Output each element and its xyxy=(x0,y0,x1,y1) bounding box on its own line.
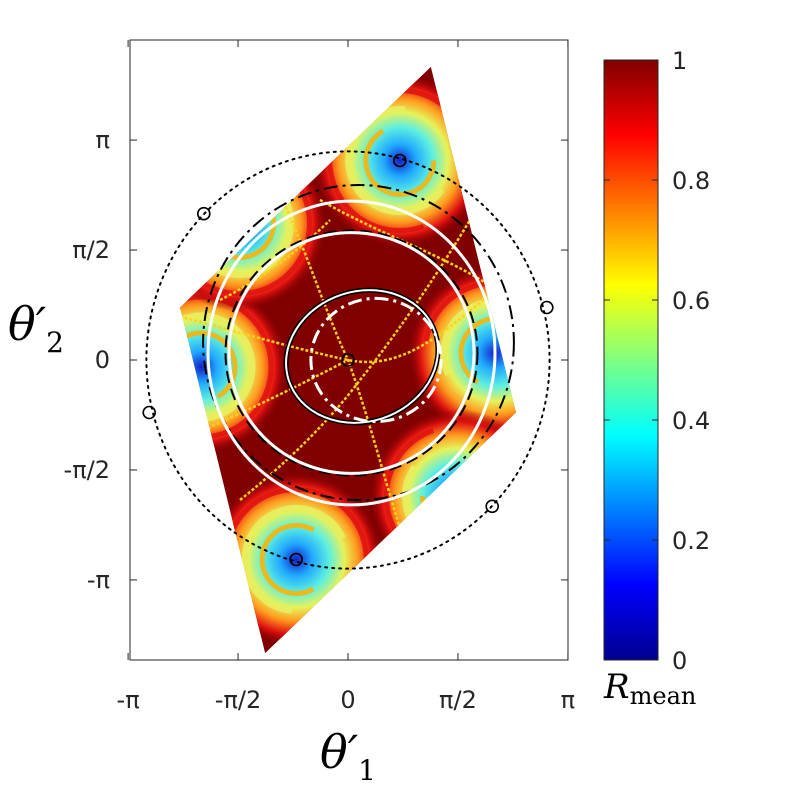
colorbar-gradient xyxy=(603,59,659,661)
contour-curve xyxy=(227,231,476,475)
fixed-point-marker xyxy=(341,353,355,367)
fixed-point-marker xyxy=(485,499,500,514)
y-tick-label: 0 xyxy=(95,346,110,374)
swirl-band xyxy=(241,505,346,614)
colorbar-ticks: 0 0.2 0.4 0.6 0.8 1 xyxy=(604,47,710,675)
fixed-point-markers xyxy=(142,153,554,567)
colorbar-label-sub: mean xyxy=(630,682,697,710)
x-tick-label: 0 xyxy=(340,686,355,714)
contour-curve-inner xyxy=(285,289,439,424)
y-axis-ticks: π π/2 0 -π/2 -π xyxy=(64,126,568,594)
separatrix-line xyxy=(219,219,331,302)
fixed-point-marker xyxy=(289,552,304,567)
swirl-band xyxy=(259,522,315,596)
colorbar-tick-label: 1 xyxy=(672,47,687,75)
separatrix-line xyxy=(180,273,516,364)
contour-curve xyxy=(145,150,551,570)
swirl-band xyxy=(180,312,256,422)
contour-curve xyxy=(202,184,515,501)
fixed-point-marker xyxy=(392,153,407,168)
y-tick-label: π/2 xyxy=(72,236,110,264)
colorbar-tick-label: 0.6 xyxy=(672,287,710,315)
x-tick-label: -π xyxy=(117,686,140,714)
fixed-point-marker xyxy=(142,405,156,420)
y-tick-label: -π/2 xyxy=(64,456,110,484)
colorbar-tick-label: 0.2 xyxy=(672,527,710,555)
colorbar-tick-label: 0.4 xyxy=(672,407,710,435)
y-axis-label: θ′2 xyxy=(8,297,64,359)
x-tick-label: -π/2 xyxy=(215,686,261,714)
fixed-point-marker xyxy=(197,206,211,221)
colorbar-tick-label: 0.8 xyxy=(672,167,710,195)
swirl-band xyxy=(423,280,516,422)
contour-curves xyxy=(145,150,551,570)
y-axis-label-sub: 2 xyxy=(46,326,64,359)
y-tick-label: π xyxy=(96,126,110,154)
contour-curve xyxy=(224,229,479,477)
x-axis-label-sub: 1 xyxy=(358,754,376,787)
swirl-band xyxy=(363,128,437,197)
x-tick-label: π xyxy=(561,686,575,714)
colorbar-tick-label: 0 xyxy=(672,647,687,675)
x-tick-label: π/2 xyxy=(439,686,477,714)
y-tick-label: -π xyxy=(87,566,110,594)
fixed-point-marker xyxy=(539,300,554,315)
y-axis-label-main: θ′ xyxy=(8,297,47,351)
x-axis-label-main: θ′ xyxy=(320,725,359,779)
contour-curve xyxy=(309,296,443,424)
x-axis-ticks: -π -π/2 0 π/2 π xyxy=(117,40,575,714)
plot-area: -π -π/2 0 π/2 π π π/2 0 -π/2 -π xyxy=(64,39,575,714)
contour-curve xyxy=(206,199,497,507)
swirl-band xyxy=(458,316,516,385)
colorbar-label: Rmean xyxy=(603,667,696,710)
x-axis-label: θ′1 xyxy=(320,725,376,787)
colorbar-label-main: R xyxy=(603,667,630,707)
colorbar: 0 0.2 0.4 0.6 0.8 1 Rmean xyxy=(603,47,710,710)
